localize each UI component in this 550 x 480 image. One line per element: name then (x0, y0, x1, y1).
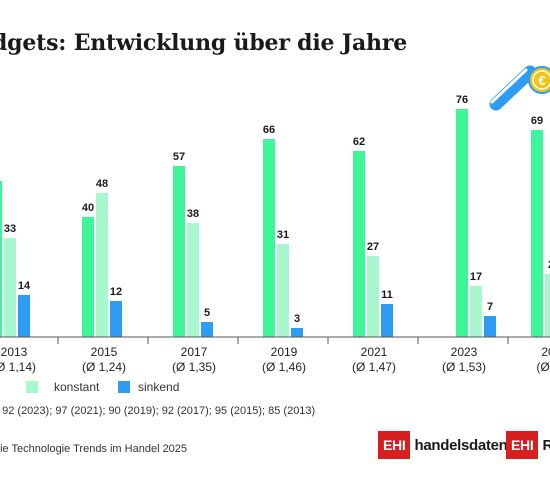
data-label: 17 (470, 271, 482, 283)
bar-steigend-2015 (82, 217, 94, 337)
x-tick-label: 2017 (181, 345, 208, 359)
euro-symbol: € (538, 73, 545, 88)
page-title: dgets: Entwicklung über die Jahre (0, 30, 408, 56)
x-tick-label: 2021 (361, 345, 388, 359)
data-label: 62 (353, 136, 365, 148)
bar-konstant-2017 (187, 223, 199, 337)
bar-steigend-20 (531, 130, 543, 337)
data-label: 11 (381, 289, 393, 301)
bar-sinkend-2013 (18, 295, 30, 337)
bar-konstant-20 (545, 274, 550, 337)
data-label: 40 (82, 202, 94, 214)
magnifier-highlight (490, 68, 528, 104)
magnifier-handle (489, 65, 537, 111)
data-label: 14 (18, 280, 31, 292)
logo-text: handelsdaten.de (414, 436, 529, 454)
x-tick-sublabel: (Ø 1,14) (0, 360, 36, 374)
x-tick-label: 20 (541, 345, 550, 359)
source-text: die Technologie Trends im Handel 2025 (0, 443, 188, 455)
data-label: 3 (294, 313, 300, 325)
x-tick-sublabel: (Ø 1,46) (262, 360, 306, 374)
euro-coin-magnifier-icon: € (489, 65, 550, 111)
euro-coin-ring (532, 70, 550, 90)
data-label: 31 (277, 229, 289, 241)
x-tick-sublabel: (Ø 1 (536, 360, 550, 374)
x-tick-sublabel: (Ø 1,24) (82, 360, 126, 374)
x-tick-sublabel: (Ø 1,35) (172, 360, 216, 374)
bar-konstant-2023 (470, 286, 482, 337)
x-tick-label: 2015 (91, 345, 118, 359)
bar-sinkend-2019 (291, 328, 303, 337)
bar-konstant-2021 (367, 256, 379, 337)
logo-box: EHI (506, 431, 539, 459)
x-tick-sublabel: (Ø 1,47) (352, 360, 396, 374)
x-tick-label: 2019 (271, 345, 298, 359)
legend-label-konstant: konstant (54, 380, 100, 394)
x-tick-sublabel: (Ø 1,53) (442, 360, 486, 374)
bar-konstant-2015 (96, 193, 108, 337)
bar-sinkend-2023 (484, 316, 496, 337)
legend-label-sinkend: sinkend (138, 380, 180, 394)
data-label: 66 (263, 124, 275, 136)
data-label: 2 (548, 259, 550, 271)
bar-steigend-2023 (456, 109, 468, 337)
bar-sinkend-2015 (110, 301, 122, 337)
data-label: 57 (173, 151, 185, 163)
bar-konstant-2013 (4, 238, 16, 337)
logo-handelsdaten: EHI handelsdaten.de (378, 431, 529, 459)
data-label: 48 (96, 178, 108, 190)
bar-steigend-2013 (0, 181, 2, 337)
legend-swatch-konstant (26, 381, 38, 393)
logo-ehi-retail: EHI Re (506, 431, 550, 459)
data-label: 5 (204, 307, 210, 319)
data-label: 27 (367, 241, 379, 253)
logo-box: EHI (378, 431, 411, 459)
footnote: ; 92 (2023); 97 (2021); 90 (2019); 92 (2… (0, 405, 316, 417)
data-label: 12 (110, 286, 122, 298)
euro-coin (528, 66, 550, 94)
bar-sinkend-2021 (381, 304, 393, 337)
data-label: 69 (531, 115, 543, 127)
legend-swatch-sinkend (118, 381, 130, 393)
bar-steigend-2019 (263, 139, 275, 337)
data-label: 33 (4, 223, 16, 235)
logo-text: Re (542, 436, 550, 454)
data-label: 38 (187, 208, 199, 220)
bar-chart: € 23314404812573856631362271176177692 20… (0, 65, 550, 374)
data-label: 76 (456, 94, 468, 106)
data-label: 7 (487, 301, 493, 313)
bar-sinkend-2017 (201, 322, 213, 337)
bar-steigend-2017 (173, 166, 185, 337)
bar-steigend-2021 (353, 151, 365, 337)
x-tick-label: 2013 (1, 345, 28, 359)
x-tick-label: 2023 (451, 345, 478, 359)
bar-konstant-2019 (277, 244, 289, 337)
